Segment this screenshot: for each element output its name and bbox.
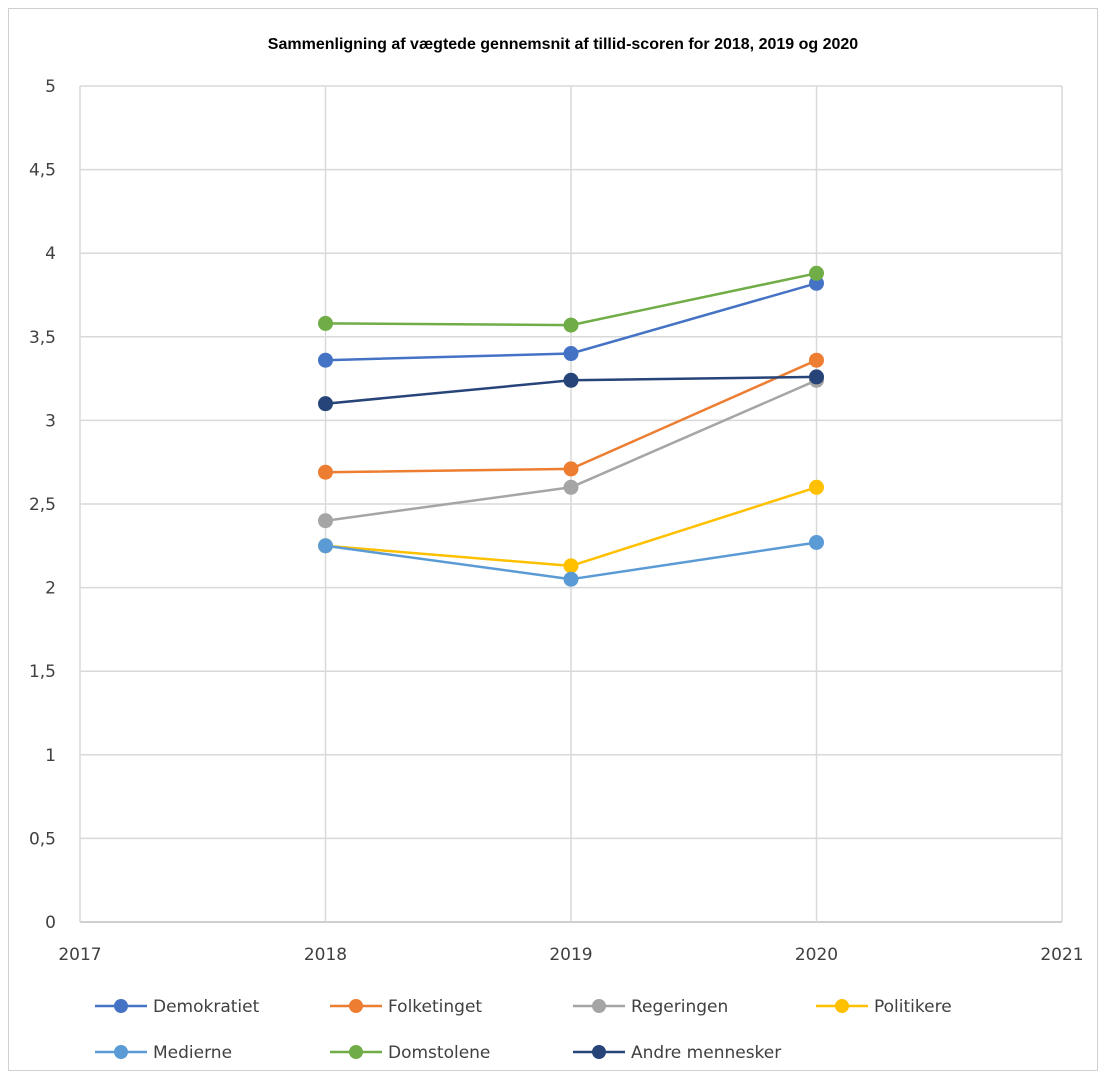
data-point — [318, 396, 333, 412]
x-tick-label: 2017 — [58, 945, 101, 965]
data-point — [563, 317, 579, 333]
data-point — [809, 369, 824, 385]
legend-item: Folketinget — [330, 997, 482, 1017]
y-tick-label: 3 — [45, 411, 56, 431]
data-point — [809, 352, 824, 368]
data-point — [809, 265, 824, 281]
y-tick-label: 1 — [45, 746, 56, 766]
data-point — [563, 461, 579, 477]
data-point — [318, 464, 333, 480]
y-tick-label: 2,5 — [29, 495, 56, 515]
y-tick-label: 2 — [45, 579, 56, 599]
legend-label: Regeringen — [631, 997, 728, 1017]
x-tick-label: 2019 — [549, 945, 592, 965]
legend-item: Regeringen — [573, 997, 728, 1017]
legend-swatch-marker — [592, 1045, 606, 1059]
x-tick-label: 2020 — [795, 945, 838, 965]
y-tick-label: 1,5 — [29, 662, 56, 682]
y-tick-label: 0,5 — [29, 829, 56, 849]
legend-swatch-marker — [114, 1045, 128, 1059]
x-tick-label: 2021 — [1040, 945, 1083, 965]
data-point — [563, 346, 579, 362]
data-point — [318, 538, 333, 554]
y-tick-label: 4,5 — [29, 161, 56, 181]
data-point — [318, 352, 333, 368]
legend-swatch-marker — [114, 999, 128, 1013]
legend-item: Domstolene — [330, 1043, 490, 1063]
data-point — [563, 571, 579, 587]
legend-label: Folketinget — [388, 997, 482, 1017]
chart-area — [8, 8, 1098, 1071]
data-point — [318, 513, 333, 529]
legend-swatch-marker — [349, 1045, 363, 1059]
legend-item: Medierne — [95, 1043, 232, 1063]
x-tick-label: 2018 — [304, 945, 347, 965]
y-axis-tick-labels: 0 0,5 1 1,5 2 2,5 3 3,5 4 4,5 5 — [29, 77, 56, 933]
y-tick-label: 4 — [45, 244, 56, 264]
legend-swatch-marker — [349, 999, 363, 1013]
gridlines — [79, 85, 1063, 923]
legend-label: Medierne — [153, 1043, 232, 1063]
legend-label: Domstolene — [388, 1043, 490, 1063]
legend-label: Politikere — [874, 997, 952, 1017]
y-tick-label: 0 — [45, 913, 56, 933]
data-point — [318, 315, 333, 331]
data-point — [563, 372, 579, 388]
legend-item: Andre mennesker — [573, 1043, 781, 1063]
y-tick-label: 3,5 — [29, 328, 56, 348]
legend-swatch-marker — [835, 999, 849, 1013]
data-point — [809, 534, 824, 550]
data-point — [563, 558, 579, 574]
y-tick-label: 5 — [45, 77, 56, 97]
legend-item: Politikere — [816, 997, 952, 1017]
chart-title: Sammenligning af vægtede gennemsnit af t… — [268, 36, 859, 53]
legend-swatch-marker — [592, 999, 606, 1013]
legend: Demokratiet Folketinget Regeringen Politike… — [95, 997, 952, 1063]
data-point — [809, 479, 824, 495]
legend-item: Demokratiet — [95, 997, 260, 1017]
legend-label: Demokratiet — [153, 997, 260, 1017]
x-axis-tick-labels: 2017 2018 2019 2020 2021 — [58, 945, 1083, 965]
legend-label: Andre mennesker — [631, 1043, 781, 1063]
series-lines — [318, 265, 824, 587]
data-point — [563, 479, 579, 495]
